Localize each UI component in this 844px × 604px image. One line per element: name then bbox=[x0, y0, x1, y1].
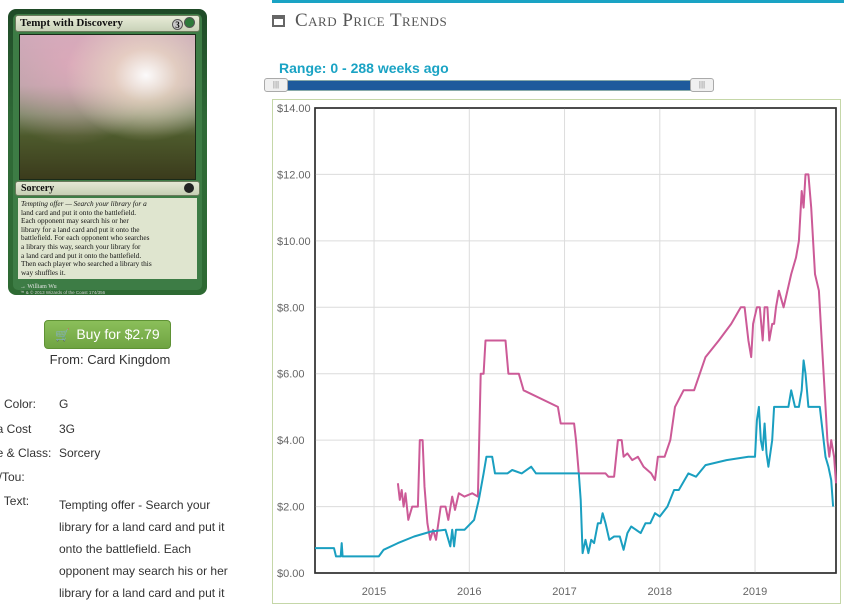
generic-mana-icon: 3 bbox=[172, 19, 183, 30]
range-slider-handle-start[interactable]: ||| bbox=[264, 78, 288, 92]
plot-area bbox=[314, 107, 837, 574]
detail-value: Sorcery bbox=[59, 446, 101, 460]
oracle-line: a land card and put it onto the battlefi… bbox=[21, 250, 142, 260]
series-line-foil bbox=[396, 173, 837, 541]
card-artwork bbox=[19, 34, 196, 180]
plot-frame bbox=[314, 107, 837, 574]
buy-button[interactable]: 🛒 Buy for $2.79 bbox=[44, 320, 171, 349]
x-tick-label: 2015 bbox=[362, 586, 386, 598]
y-tick-label: $10.00 bbox=[277, 236, 311, 248]
card-artist: → William Wu bbox=[20, 284, 57, 290]
card-text-line: library for a land card and put it bbox=[59, 520, 225, 534]
y-tick-label: $8.00 bbox=[277, 302, 305, 314]
buy-button-label: Buy for $2.79 bbox=[76, 326, 160, 342]
card-type-bar: Sorcery bbox=[15, 181, 200, 196]
card-image[interactable]: Tempt with Discovery 3 Sorcery Tempting … bbox=[8, 9, 207, 295]
panel-title: Card Price Trends bbox=[272, 10, 447, 32]
y-tick-label: $12.00 bbox=[277, 169, 311, 181]
set-symbol-icon bbox=[184, 183, 194, 193]
x-tick-label: 2018 bbox=[648, 586, 672, 598]
x-tick-label: 2016 bbox=[457, 586, 481, 598]
oracle-line: a library this way, search your library … bbox=[21, 241, 141, 251]
card-text-box: Tempting offer — Search your library for… bbox=[18, 198, 197, 279]
y-tick-label: $4.00 bbox=[277, 435, 305, 447]
detail-label: na Cost bbox=[0, 422, 32, 436]
card-name: Tempt with Discovery bbox=[20, 17, 123, 29]
series-line-regular bbox=[315, 359, 835, 558]
calendar-icon bbox=[272, 15, 285, 27]
card-text-line: opponent may search his or her bbox=[59, 564, 228, 578]
detail-label: w/Tou: bbox=[0, 470, 25, 484]
range-label: Range: 0 - 288 weeks ago bbox=[279, 60, 449, 76]
oracle-line: Each opponent may search his or her bbox=[21, 216, 129, 226]
card-text-line: onto the battlefield. Each bbox=[59, 542, 192, 556]
detail-value: G bbox=[59, 397, 69, 411]
card-text-line: library for a land card and put it bbox=[59, 586, 225, 600]
accent-bar bbox=[272, 0, 844, 3]
vendor-label: From: Card Kingdom bbox=[49, 352, 171, 367]
oracle-line: land card and put it onto the battlefiel… bbox=[21, 207, 137, 217]
shopping-cart-icon: 🛒 bbox=[55, 328, 71, 342]
oracle-line: way shuffles it. bbox=[21, 267, 66, 277]
y-tick-label: $0.00 bbox=[277, 568, 305, 580]
oracle-line: library for a land card and put it onto … bbox=[21, 224, 140, 234]
price-chart-container: $0.00 $2.00 $4.00 $6.00 $8.00 $10.00 $12.00 $14… bbox=[272, 99, 841, 604]
range-slider-handle-end[interactable]: ||| bbox=[690, 78, 714, 92]
y-tick-label: $14.00 bbox=[277, 103, 311, 115]
y-tick-label: $2.00 bbox=[277, 502, 305, 514]
card-title-bar: Tempt with Discovery 3 bbox=[15, 15, 200, 32]
card-mana-cost: 3 bbox=[171, 17, 195, 33]
y-tick-label: $6.00 bbox=[277, 369, 305, 381]
detail-label: rd Color: bbox=[0, 397, 37, 411]
range-slider-track[interactable] bbox=[275, 80, 714, 91]
x-tick-label: 2017 bbox=[552, 586, 576, 598]
oracle-line: Then each player who searched a library … bbox=[21, 259, 152, 269]
oracle-line: Tempting offer — Search your library for… bbox=[21, 199, 147, 208]
card-text-line: Tempting offer - Search your bbox=[59, 498, 211, 512]
oracle-line: battlefield. For each opponent who searc… bbox=[21, 233, 150, 243]
green-mana-icon bbox=[184, 17, 195, 28]
card-copyright: ™ & © 2013 Wizards of the Coast 174/356 bbox=[20, 290, 106, 295]
detail-label: pe & Class: bbox=[0, 446, 52, 460]
detail-value: 3G bbox=[59, 422, 76, 436]
detail-label: rd Text: bbox=[0, 494, 30, 508]
price-trend-chart: $0.00 $2.00 $4.00 $6.00 $8.00 $10.00 $12.00 $14… bbox=[277, 103, 837, 598]
card-type-line: Sorcery bbox=[21, 183, 55, 194]
card-text-value: Tempting offer - Search your library for… bbox=[59, 494, 237, 604]
x-tick-label: 2019 bbox=[743, 586, 767, 598]
